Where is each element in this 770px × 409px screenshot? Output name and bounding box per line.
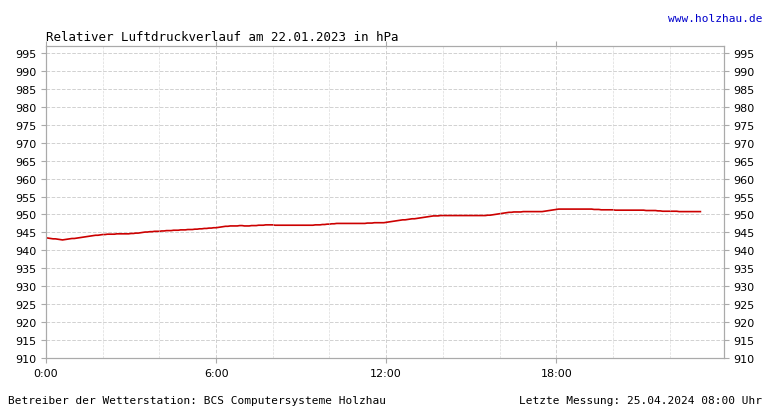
Text: Letzte Messung: 25.04.2024 08:00 Uhr: Letzte Messung: 25.04.2024 08:00 Uhr xyxy=(519,395,762,405)
Text: Relativer Luftdruckverlauf am 22.01.2023 in hPa: Relativer Luftdruckverlauf am 22.01.2023… xyxy=(46,31,398,44)
Text: www.holzhau.de: www.holzhau.de xyxy=(668,14,762,24)
Text: Betreiber der Wetterstation: BCS Computersysteme Holzhau: Betreiber der Wetterstation: BCS Compute… xyxy=(8,395,386,405)
